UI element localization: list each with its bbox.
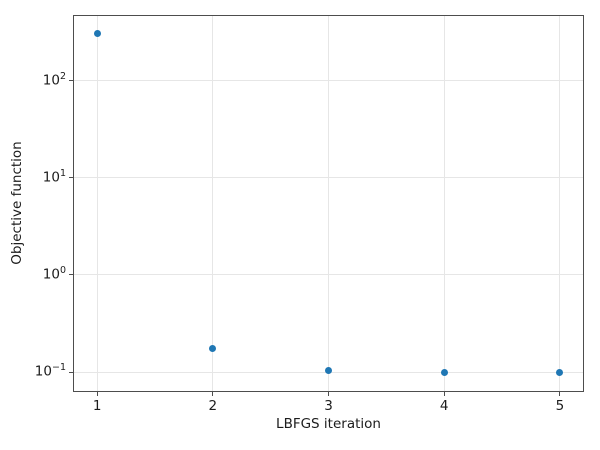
y-tick [69, 274, 73, 276]
x-tick [443, 392, 445, 396]
x-gridline [559, 16, 561, 391]
y-tick [69, 177, 73, 179]
x-tick-label: 2 [208, 398, 218, 414]
x-tick-label: 3 [324, 398, 333, 414]
y-tick-label: 10−1 [34, 362, 66, 380]
x-tick [328, 392, 329, 396]
x-tick-label: 5 [555, 398, 565, 414]
plot-area [73, 15, 584, 392]
x-gridline [443, 16, 445, 391]
x-gridline [212, 16, 214, 391]
x-axis-label: LBFGS iteration [276, 416, 381, 432]
y-tick [69, 371, 73, 373]
y-tick-label: 102 [42, 70, 66, 89]
x-tick [559, 392, 561, 396]
x-gridline [96, 16, 98, 391]
data-point [93, 29, 101, 37]
x-gridline [328, 16, 329, 391]
x-tick-label: 1 [92, 398, 102, 414]
x-tick-label: 4 [439, 398, 449, 414]
data-point [209, 344, 217, 352]
data-point [556, 369, 564, 377]
data-point [325, 367, 332, 375]
y-tick-label: 101 [42, 167, 66, 186]
x-tick [212, 392, 214, 396]
data-point [440, 368, 448, 376]
y-tick-label: 100 [42, 264, 66, 283]
y-axis-label: Objective function [9, 141, 25, 265]
y-tick [69, 80, 73, 82]
x-tick [96, 392, 98, 396]
